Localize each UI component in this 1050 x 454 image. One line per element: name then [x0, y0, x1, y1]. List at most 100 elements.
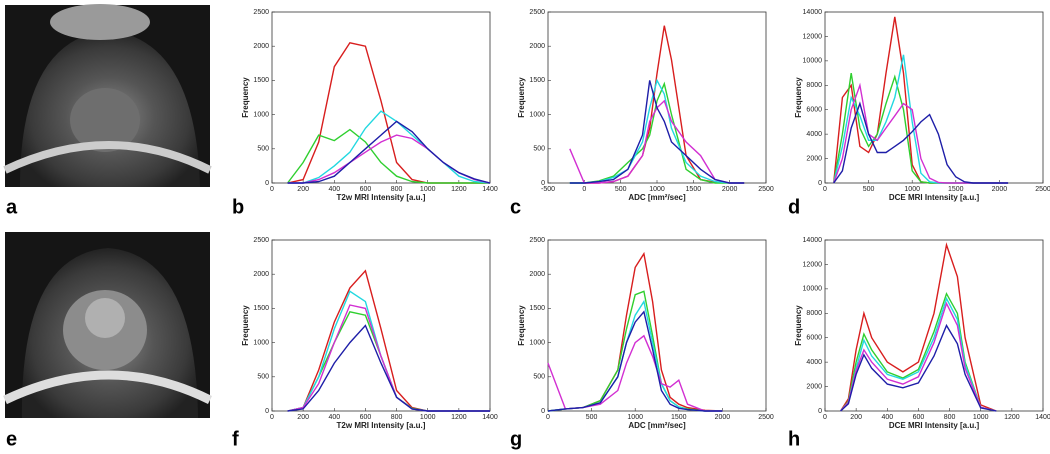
- x-axis-label: DCE MRI Intensity [a.u.]: [889, 421, 980, 430]
- y-tick-label: 1000: [529, 111, 545, 118]
- y-tick-label: 10000: [803, 58, 823, 65]
- x-tick-label: 1500: [948, 186, 964, 193]
- x-tick-label: 200: [297, 414, 309, 421]
- x-tick-label: 1000: [973, 414, 989, 421]
- x-tick-label: 1000: [649, 186, 665, 193]
- y-tick-label: 2500: [529, 9, 545, 16]
- y-tick-label: 500: [257, 146, 269, 153]
- panel-label: f: [232, 428, 239, 450]
- x-tick-label: 1000: [627, 414, 643, 421]
- y-tick-label: 2000: [253, 271, 269, 278]
- panel-label: c: [510, 196, 521, 218]
- x-axis-label: ADC [mm²/sec]: [628, 193, 686, 202]
- plot-frame: [271, 11, 491, 184]
- data-line: [287, 324, 490, 412]
- plot-frame: [271, 239, 491, 412]
- data-line: [547, 310, 723, 412]
- x-axis-label: ADC [mm²/sec]: [628, 421, 686, 430]
- y-tick-label: 2500: [529, 237, 545, 244]
- data-line: [840, 296, 997, 412]
- x-tick-label: 500: [863, 186, 875, 193]
- x-tick-label: 2000: [715, 414, 731, 421]
- panel-label: g: [510, 428, 522, 450]
- x-tick-label: 2500: [758, 186, 774, 193]
- y-tick-label: 0: [541, 408, 545, 415]
- data-line: [287, 120, 491, 184]
- y-tick-label: 1500: [529, 305, 545, 312]
- data-line: [569, 81, 745, 184]
- panel-label: h: [788, 428, 800, 450]
- x-tick-label: 400: [881, 414, 893, 421]
- y-tick-label: 14000: [803, 237, 823, 244]
- x-axis-label: DCE MRI Intensity [a.u.]: [889, 193, 980, 202]
- y-tick-label: 8000: [806, 310, 822, 317]
- x-tick-label: 2000: [992, 186, 1008, 193]
- plot-frame: [824, 239, 1044, 412]
- x-axis-label: T2w MRI Intensity [a.u.]: [337, 193, 426, 202]
- x-tick-label: 1400: [1035, 414, 1050, 421]
- panel-label: b: [232, 196, 244, 218]
- y-tick-label: 0: [541, 180, 545, 187]
- y-tick-label: 1000: [253, 111, 269, 118]
- x-tick-label: 2500: [758, 414, 774, 421]
- y-tick-label: 1500: [529, 77, 545, 84]
- x-tick-label: 1200: [1004, 414, 1020, 421]
- data-line: [287, 110, 491, 184]
- x-tick-label: 0: [582, 186, 586, 193]
- x-tick-label: 500: [615, 186, 627, 193]
- y-axis-label: Frequency: [794, 305, 803, 346]
- x-tick-label: 400: [328, 414, 340, 421]
- x-tick-label: 200: [297, 186, 309, 193]
- data-line: [840, 323, 997, 412]
- x-tick-label: 1500: [671, 414, 687, 421]
- y-tick-label: 2000: [529, 43, 545, 50]
- y-tick-label: 0: [265, 408, 269, 415]
- y-tick-label: 1000: [253, 339, 269, 346]
- x-tick-label: 1400: [482, 186, 498, 193]
- y-tick-label: 1500: [253, 305, 269, 312]
- y-tick-label: 4000: [806, 359, 822, 366]
- x-tick-label: 1400: [482, 414, 498, 421]
- y-tick-label: 2000: [806, 155, 822, 162]
- y-tick-label: 12000: [803, 33, 823, 40]
- x-tick-label: 600: [360, 186, 372, 193]
- y-axis-label: Frequency: [517, 77, 526, 118]
- y-tick-label: 2000: [529, 271, 545, 278]
- y-axis-label: Frequency: [241, 305, 250, 346]
- data-line: [840, 242, 997, 412]
- y-tick-label: 2000: [806, 383, 822, 390]
- x-axis-label: T2w MRI Intensity [a.u.]: [337, 421, 426, 430]
- y-tick-label: 2500: [253, 237, 269, 244]
- x-tick-label: 0: [823, 186, 827, 193]
- y-axis-label: Frequency: [794, 77, 803, 118]
- x-tick-label: 0: [270, 186, 274, 193]
- y-tick-label: 6000: [806, 335, 822, 342]
- x-tick-label: 500: [586, 414, 598, 421]
- panel-label: e: [6, 428, 17, 450]
- y-tick-label: 0: [818, 408, 822, 415]
- x-tick-label: 0: [270, 414, 274, 421]
- y-tick-label: 2500: [253, 9, 269, 16]
- y-tick-label: 8000: [806, 82, 822, 89]
- y-tick-label: 10000: [803, 286, 823, 293]
- panel-label: a: [6, 196, 18, 218]
- y-tick-label: 2000: [253, 43, 269, 50]
- x-tick-label: 1500: [686, 186, 702, 193]
- data-line: [287, 128, 490, 184]
- y-tick-label: 500: [533, 374, 545, 381]
- y-tick-label: 1000: [529, 339, 545, 346]
- plot-frame: [547, 11, 767, 184]
- x-tick-label: 600: [913, 414, 925, 421]
- x-tick-label: 2000: [722, 186, 738, 193]
- y-tick-label: 1500: [253, 77, 269, 84]
- plot-frame: [547, 239, 767, 412]
- data-line: [833, 101, 1009, 184]
- x-tick-label: 1000: [420, 186, 436, 193]
- panel-label: d: [788, 196, 800, 218]
- y-tick-label: 500: [257, 374, 269, 381]
- x-tick-label: 800: [391, 186, 403, 193]
- x-tick-label: 0: [546, 414, 550, 421]
- x-tick-label: -500: [541, 186, 555, 193]
